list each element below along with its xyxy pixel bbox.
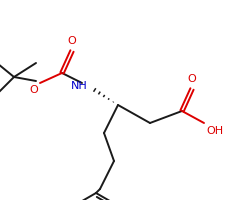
Text: O: O xyxy=(68,36,76,46)
Text: O: O xyxy=(188,74,196,84)
Text: NH: NH xyxy=(71,81,88,91)
Text: O: O xyxy=(29,85,38,95)
Text: OH: OH xyxy=(206,126,223,136)
